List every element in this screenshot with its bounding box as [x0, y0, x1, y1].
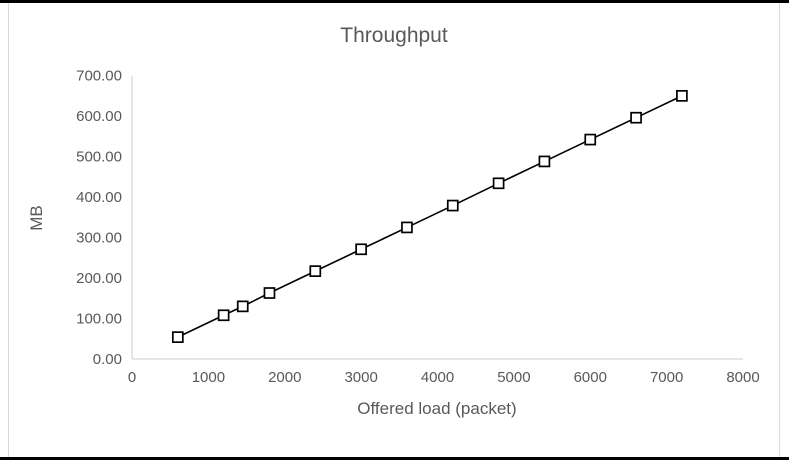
x-axis-tick-labels: 0 1000 2000 3000 4000 5000 6000 7000 8000 — [128, 369, 760, 386]
y-tick-label: 400.00 — [76, 189, 122, 206]
screenshot-top-edge — [0, 0, 789, 3]
data-point-marker — [401, 221, 413, 234]
throughput-series-line — [177, 95, 683, 338]
x-tick-label: 0 — [128, 369, 136, 386]
data-point-marker — [446, 199, 459, 212]
y-axis-tick-labels: 0.00 100.00 200.00 300.00 400.00 500.00 600.00… — [76, 68, 122, 368]
y-tick-label: 300.00 — [76, 230, 122, 247]
data-point-marker — [355, 243, 367, 256]
x-tick-label: 8000 — [726, 369, 759, 386]
axis-lines — [131, 75, 743, 360]
data-point-marker — [538, 155, 551, 168]
x-tick-label: 2000 — [268, 369, 301, 386]
data-point-marker — [171, 331, 184, 343]
y-tick-label: 500.00 — [76, 149, 122, 166]
data-point-marker — [236, 300, 249, 313]
chart-right-border — [779, 3, 780, 457]
x-tick-label: 1000 — [192, 369, 225, 386]
y-tick-label: 700.00 — [76, 68, 122, 85]
screenshot-bottom-edge — [0, 457, 789, 460]
data-point-marker — [584, 133, 597, 146]
y-tick-label: 100.00 — [76, 311, 122, 328]
x-axis-title: Offered load (packet) — [357, 399, 516, 418]
data-point-marker — [492, 177, 505, 190]
x-tick-label: 3000 — [344, 369, 377, 386]
chart-title: Throughput — [340, 24, 448, 47]
y-tick-label: 200.00 — [76, 270, 122, 287]
x-tick-label: 4000 — [421, 369, 454, 386]
x-tick-label: 7000 — [650, 369, 683, 386]
data-point-marker — [676, 89, 688, 102]
data-point-marker — [309, 265, 322, 277]
data-series — [171, 89, 688, 343]
x-tick-label: 5000 — [497, 369, 530, 386]
chart-left-border — [8, 3, 9, 457]
x-tick-label: 6000 — [574, 369, 607, 386]
data-point-marker — [630, 111, 642, 124]
y-tick-label: 0.00 — [93, 351, 122, 368]
data-point-marker — [217, 309, 230, 322]
y-tick-label: 600.00 — [76, 108, 122, 125]
y-axis-title: MB — [27, 205, 46, 231]
data-point-marker — [263, 287, 276, 299]
